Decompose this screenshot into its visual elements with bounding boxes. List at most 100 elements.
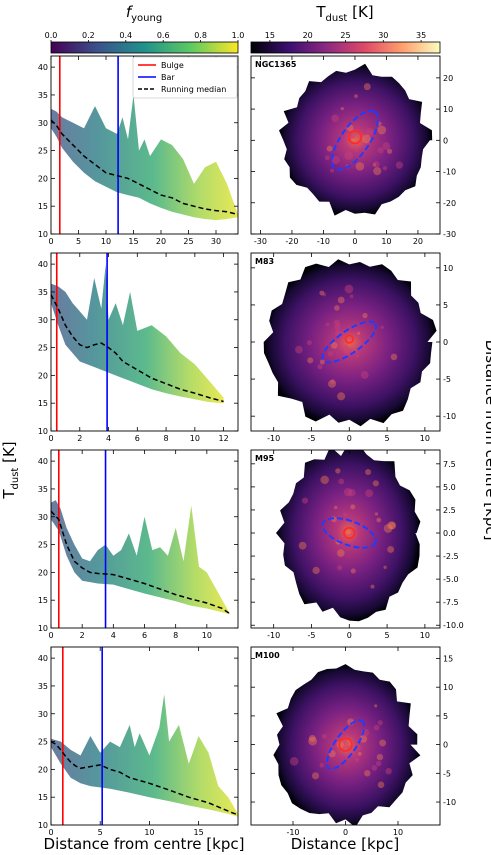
map-knot bbox=[301, 497, 309, 504]
y-tick-label: -2.5 bbox=[443, 552, 459, 561]
x-tick-label: 20 bbox=[413, 237, 423, 246]
y-tick-label: -10.0 bbox=[443, 621, 464, 630]
map-knot bbox=[355, 162, 365, 171]
map-knot bbox=[336, 740, 345, 749]
x-tick-label: 5 bbox=[76, 237, 81, 246]
map-knot bbox=[354, 757, 360, 762]
map-knot bbox=[377, 720, 383, 726]
y-tick-label: 15 bbox=[38, 793, 48, 802]
map-knot bbox=[319, 763, 325, 768]
x-tick-label: -5 bbox=[307, 631, 315, 640]
running-median-line bbox=[50, 510, 231, 615]
y-tick-label: 15 bbox=[38, 399, 48, 408]
map-knot bbox=[356, 354, 360, 358]
map-knot bbox=[321, 733, 327, 739]
map-knot bbox=[370, 584, 375, 589]
profile-panel-m100: 10 15 20 25 30 35 40 0 5 10 15 bbox=[38, 646, 239, 837]
x-tick-label: 25 bbox=[183, 237, 193, 246]
profile-panel-m83: 10 15 20 25 30 35 40 0 2 4 6 8 10 12 bbox=[38, 252, 239, 443]
map-knot bbox=[331, 156, 340, 165]
left-x-axis-label: Distance from centre [kpc] bbox=[44, 835, 245, 853]
map-knot bbox=[364, 770, 371, 777]
y-tick-label: 10 bbox=[443, 105, 453, 114]
map-knot bbox=[360, 371, 369, 379]
colorbar-tick-label: 25 bbox=[340, 31, 350, 40]
map-knot bbox=[319, 290, 325, 296]
map-knot bbox=[307, 357, 314, 364]
y-tick-label: -5 bbox=[443, 375, 451, 384]
x-tick-label: 5 bbox=[385, 631, 390, 640]
map-knot bbox=[383, 524, 393, 533]
colorbar-tick-label: 0.4 bbox=[119, 31, 132, 40]
temperature-profile-band bbox=[51, 500, 231, 615]
legend-bulge-label: Bulge bbox=[161, 61, 184, 70]
map-knot bbox=[320, 475, 329, 485]
map-knot bbox=[382, 165, 388, 171]
map-knot bbox=[344, 151, 353, 160]
map-knot bbox=[334, 323, 341, 331]
x-tick-label: 0 bbox=[48, 631, 53, 640]
map-knot bbox=[365, 128, 374, 136]
y-tick-label: 10 bbox=[443, 264, 453, 273]
x-tick-label: 10 bbox=[190, 434, 200, 443]
y-tick-label: 15 bbox=[443, 654, 453, 663]
bulge-circle bbox=[347, 129, 363, 145]
map-knot bbox=[387, 521, 396, 530]
colorbar-tick-label: 0.0 bbox=[45, 31, 58, 40]
x-tick-label: -10 bbox=[286, 828, 299, 837]
y-tick-label: 10 bbox=[443, 683, 453, 692]
map-knot bbox=[376, 517, 382, 523]
colorbar-tick-label: 1.0 bbox=[232, 31, 245, 40]
map-knot bbox=[343, 512, 348, 517]
running-median-line bbox=[50, 294, 224, 403]
right-y-axis-label: Distance from centre [kpc] bbox=[482, 340, 491, 541]
y-tick-label: -20 bbox=[443, 199, 456, 208]
x-tick-label: -30 bbox=[254, 237, 267, 246]
y-tick-label: 30 bbox=[38, 119, 48, 128]
map-knot bbox=[371, 765, 378, 771]
plot-frame bbox=[50, 55, 239, 235]
x-tick-label: 8 bbox=[173, 631, 178, 640]
map-knot bbox=[317, 364, 323, 370]
y-tick-label: 30 bbox=[38, 316, 48, 325]
map-knot bbox=[377, 147, 384, 154]
y-tick-label: 0.0 bbox=[443, 529, 456, 538]
map-knot bbox=[335, 468, 341, 474]
colorbar-tick-label: 15 bbox=[265, 31, 275, 40]
y-tick-label: 0 bbox=[443, 338, 448, 347]
map-knot bbox=[359, 735, 368, 743]
map-knot bbox=[343, 344, 348, 349]
map-knot bbox=[349, 294, 354, 299]
map-knot bbox=[351, 137, 356, 142]
y-tick-label: 25 bbox=[38, 541, 48, 550]
x-tick-label: 10 bbox=[393, 828, 403, 837]
y-tick-label: 10 bbox=[38, 821, 48, 830]
colorbar-tdust-gradient bbox=[250, 41, 441, 54]
map-knot bbox=[330, 168, 335, 173]
map-knot bbox=[380, 325, 384, 329]
map-knot bbox=[365, 489, 374, 498]
map-knot bbox=[395, 161, 404, 169]
y-tick-label: 0 bbox=[443, 741, 448, 750]
map-knot bbox=[344, 284, 354, 294]
temperature-profile-band bbox=[51, 264, 224, 404]
map-knot bbox=[379, 739, 387, 747]
y-tick-label: 20 bbox=[38, 371, 48, 380]
colorbar-tick-label: 0.6 bbox=[157, 31, 170, 40]
map-knot bbox=[350, 568, 356, 574]
map-knot bbox=[336, 549, 345, 557]
y-tick-label: 40 bbox=[38, 654, 48, 663]
y-tick-label: 15 bbox=[38, 202, 48, 211]
map-knot bbox=[295, 345, 303, 354]
y-tick-label: -7.5 bbox=[443, 598, 459, 607]
map-knot bbox=[331, 114, 339, 122]
x-tick-label: 4 bbox=[111, 631, 116, 640]
y-tick-label: 10 bbox=[38, 427, 48, 436]
y-tick-label: 5 bbox=[443, 301, 448, 310]
profile-panel-m95: 10 15 20 25 30 35 40 0 2 4 6 8 10 bbox=[38, 449, 239, 640]
colorbar-tick-label: 30 bbox=[378, 31, 388, 40]
colorbar-tick-label: 35 bbox=[416, 31, 426, 40]
galaxy-name: M95 bbox=[255, 454, 275, 463]
x-tick-label: 0 bbox=[347, 631, 352, 640]
